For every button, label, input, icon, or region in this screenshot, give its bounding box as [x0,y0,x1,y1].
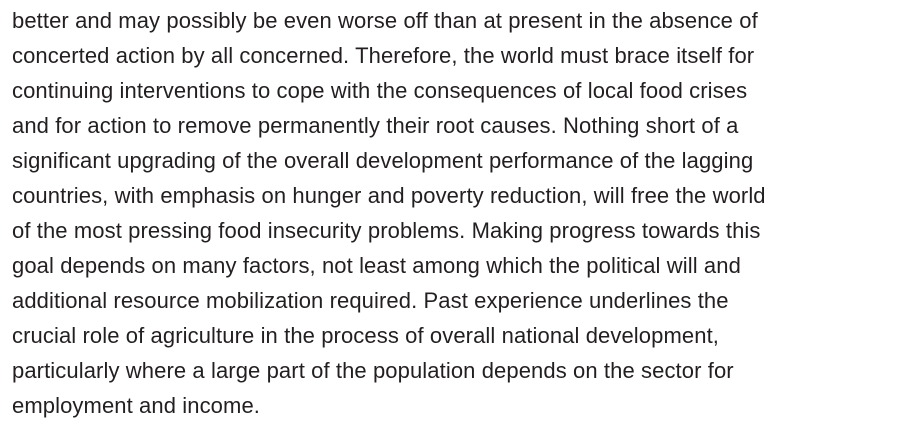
paragraph: better and may possibly be even worse of… [12,3,920,423]
text-line: concerted action by all concerned. There… [12,43,755,68]
text-line: significant upgrading of the overall dev… [12,148,754,173]
text-line: crucial role of agriculture in the proce… [12,323,719,348]
text-line: additional resource mobilization require… [12,288,729,313]
text-line: continuing interventions to cope with th… [12,78,748,103]
text-line: of the most pressing food insecurity pro… [12,218,761,243]
text-line: particularly where a large part of the p… [12,358,734,383]
text-line: employment and income. [12,393,260,418]
text-line: better and may possibly be even worse of… [12,8,758,33]
text-line: goal depends on many factors, not least … [12,253,741,278]
text-line: countries, with emphasis on hunger and p… [12,183,766,208]
text-line: and for action to remove permanently the… [12,113,739,138]
